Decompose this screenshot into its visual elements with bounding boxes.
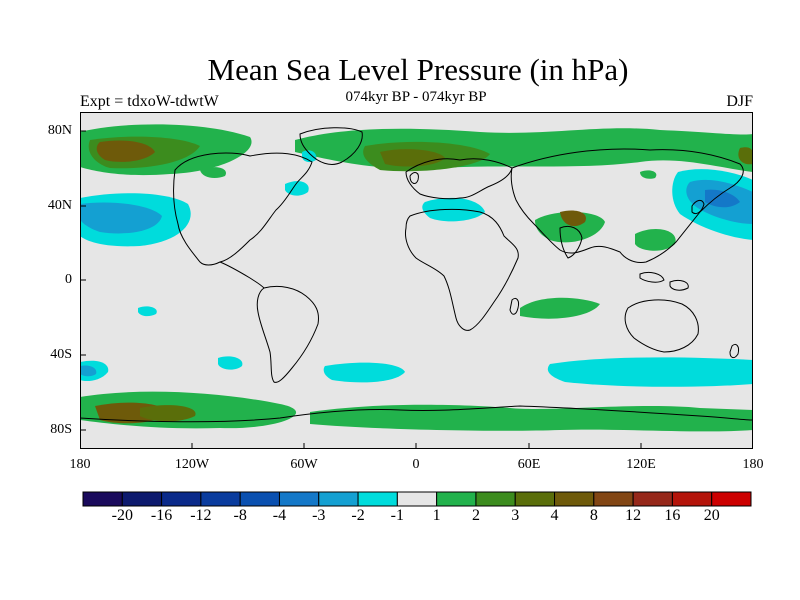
colorbar-swatch [594,492,633,506]
colorbar-label: 12 [613,507,653,525]
colorbar-label: -3 [299,507,339,525]
season-label: DJF [726,93,753,111]
colorbar-label: 3 [495,507,535,525]
plot-title: Mean Sea Level Pressure (in hPa) [0,52,800,88]
colorbar-swatch [555,492,594,506]
colorbar-swatch [319,492,358,506]
colorbar-swatch [672,492,711,506]
lat-tick-label: 40S [32,347,72,363]
lon-tick-label: 180 [723,457,783,473]
colorbar-label: 2 [456,507,496,525]
colorbar-label: -12 [181,507,221,525]
colorbar-swatch [358,492,397,506]
lon-tick-label: 120W [162,457,222,473]
colorbar-swatch [476,492,515,506]
experiment-label: Expt = tdxoW-tdwtW [80,93,219,111]
lat-tick-label: 80S [32,422,72,438]
colorbar-label: 1 [417,507,457,525]
colorbar-label: 4 [535,507,575,525]
colorbar-swatch [122,492,161,506]
colorbar-swatch [437,492,476,506]
colorbar-swatch [162,492,201,506]
colorbar-swatch [712,492,751,506]
colorbar-label: 16 [652,507,692,525]
colorbar-label: -20 [102,507,142,525]
colorbar-swatch [515,492,554,506]
pressure-anomaly-map [80,112,753,449]
colorbar-swatch [201,492,240,506]
colorbar-swatch [633,492,672,506]
lon-tick-label: 0 [386,457,446,473]
lon-tick-label: 120E [611,457,671,473]
colorbar-label: -2 [338,507,378,525]
map-panel [80,112,753,449]
colorbar-swatch [240,492,279,506]
colorbar-swatch [83,492,122,506]
lat-tick-label: 40N [32,198,72,214]
lon-tick-label: 60W [274,457,334,473]
colorbar-label: -1 [377,507,417,525]
colorbar-label: 20 [692,507,732,525]
colorbar-label: -8 [220,507,260,525]
colorbar-swatch [397,492,436,506]
lon-tick-label: 60E [499,457,559,473]
lat-tick-label: 80N [32,123,72,139]
colorbar [82,491,752,507]
lat-tick-label: 0 [32,272,72,288]
colorbar-label: -4 [259,507,299,525]
lon-tick-label: 180 [50,457,110,473]
plot-subtitle: 074kyr BP - 074kyr BP [260,89,572,106]
colorbar-label: 8 [574,507,614,525]
colorbar-swatch [279,492,318,506]
colorbar-label: -16 [142,507,182,525]
